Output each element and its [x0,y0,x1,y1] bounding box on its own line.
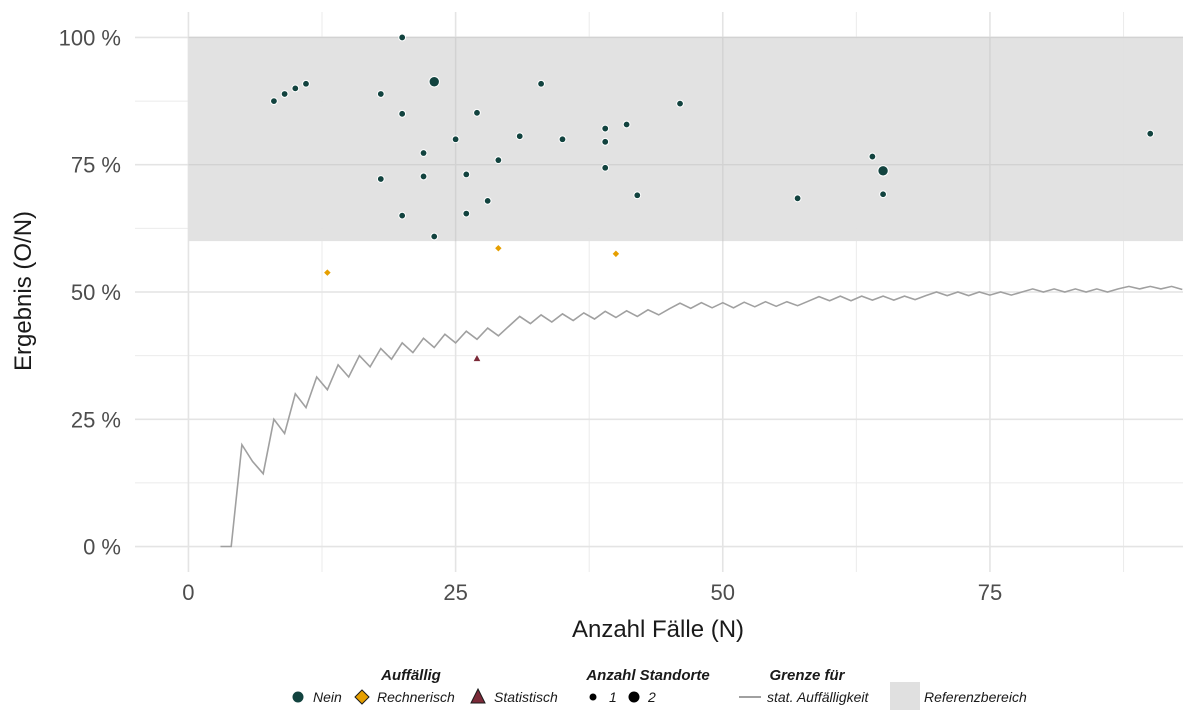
tick-labels-layer: 0 25 50 75 0 % 25 % 50 % 75 % 100 % [59,25,1003,605]
data-point-nein [622,120,631,129]
data-point-nein [428,76,440,88]
x-tick-label: 50 [711,580,735,605]
data-point-nein [462,170,471,179]
data-point-nein [879,190,887,199]
data-point-nein [419,172,428,181]
reference-band [188,37,1183,242]
data-point-statistisch [472,353,482,362]
data-point-nein [270,97,278,105]
data-point-nein [291,84,300,93]
legend-key-nein [291,690,305,704]
legend-size-1-icon [589,693,597,701]
x-tick-label: 75 [978,580,1002,605]
data-point-nein [462,209,471,218]
legend-label-size-2: 2 [647,689,656,705]
legend-label-reference-band: Referenzbereich [924,689,1027,705]
data-point-rechnerisch [322,268,332,278]
y-tick-label: 0 % [83,535,121,560]
limit-line-layer [220,285,1183,548]
data-point-nein [398,211,407,220]
data-point-rechnerisch [493,243,503,253]
data-point-nein [280,90,289,98]
y-tick-label: 75 % [71,153,121,178]
legend-label-rechnerisch: Rechnerisch [377,689,455,705]
limit-line [220,285,1183,548]
legend-title-grenze: Grenze für [769,667,845,684]
data-point-nein [601,163,610,172]
data-point-nein [515,132,524,141]
data-point-nein [494,156,503,165]
data-points-layer [270,33,1155,362]
x-tick-label: 0 [182,580,194,605]
y-tick-label: 100 % [59,25,121,50]
reference-band-layer [188,36,1183,242]
data-point-nein [868,152,877,161]
data-point-nein [483,196,492,205]
legend-label-limit-line: stat. Auffälligkeit [767,689,870,705]
data-point-nein [877,165,889,177]
x-axis-title: Anzahl Fälle (N) [572,616,744,643]
data-point-rechnerisch [611,249,621,259]
legend-key-reference-band [890,682,920,710]
data-point-nein [376,90,385,98]
data-point-nein [473,108,481,117]
data-point-nein [633,191,642,200]
data-point-nein [398,109,407,118]
data-point-nein [376,175,385,183]
data-point-nein [419,149,428,157]
legend: Auffällig Nein Rechnerisch Statistisch A… [291,667,1027,710]
data-point-nein [558,135,567,144]
data-point-nein [451,135,460,144]
legend-label-nein: Nein [313,689,342,705]
legend-title-standorte: Anzahl Standorte [585,667,709,684]
y-tick-label: 25 % [71,407,121,432]
y-tick-label: 50 % [71,280,121,305]
legend-key-statistisch [470,687,486,704]
legend-size-2-icon [628,691,640,703]
legend-label-size-1: 1 [609,689,617,705]
y-axis-title: Ergebnis (O/N) [10,211,37,371]
data-point-nein [537,79,546,88]
data-point-nein [601,137,610,146]
data-point-nein [1146,129,1155,138]
data-point-nein [793,194,802,203]
x-tick-label: 25 [443,580,467,605]
data-point-nein [430,232,439,241]
legend-label-statistisch: Statistisch [494,689,558,705]
legend-key-rechnerisch [354,689,370,705]
legend-title-auffaellig: Auffällig [380,667,441,684]
data-point-nein [302,79,310,88]
data-point-nein [676,99,684,108]
data-point-nein [601,124,610,133]
data-point-nein [398,33,407,42]
